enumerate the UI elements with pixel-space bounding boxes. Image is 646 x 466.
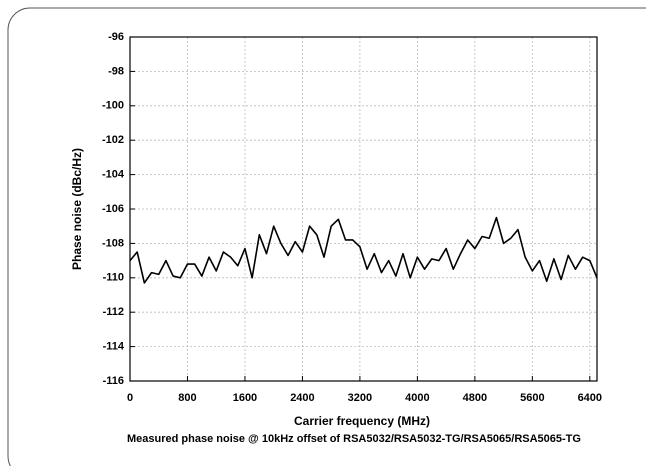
plot-frame bbox=[129, 36, 598, 382]
y-tick-label: -102 bbox=[102, 134, 124, 146]
y-tick-label: -116 bbox=[103, 375, 124, 387]
data-line bbox=[129, 216, 598, 284]
x-tick-label: 2400 bbox=[290, 392, 314, 404]
y-tick-label: -104 bbox=[102, 169, 125, 181]
y-tick-label: -96 bbox=[108, 31, 124, 43]
x-axis-label: Carrier frequency (MHz) bbox=[294, 414, 430, 428]
x-tick-label: 6400 bbox=[578, 392, 602, 404]
x-tick-label: 1600 bbox=[233, 392, 257, 404]
x-tick-label: 800 bbox=[178, 392, 196, 404]
x-tick-label: 5600 bbox=[520, 392, 544, 404]
y-tick-label: -112 bbox=[103, 306, 124, 318]
x-tick-label: 4800 bbox=[463, 392, 487, 404]
y-tick-label: -114 bbox=[103, 341, 125, 353]
y-axis-label: Phase noise (dBc/Hz) bbox=[70, 148, 84, 270]
x-tick-label: 0 bbox=[127, 392, 133, 404]
caption: Measured phase noise @ 10kHz offset of R… bbox=[127, 433, 581, 445]
y-tick-label: -106 bbox=[102, 203, 124, 215]
y-tick-label: -108 bbox=[102, 237, 124, 249]
y-tick-label: -100 bbox=[102, 100, 124, 112]
y-tick-label: -110 bbox=[103, 272, 124, 284]
x-tick-label: 3200 bbox=[348, 392, 372, 404]
y-tick-label: -98 bbox=[108, 65, 124, 77]
frame bbox=[7, 7, 646, 466]
x-tick-label: 4000 bbox=[405, 392, 429, 404]
